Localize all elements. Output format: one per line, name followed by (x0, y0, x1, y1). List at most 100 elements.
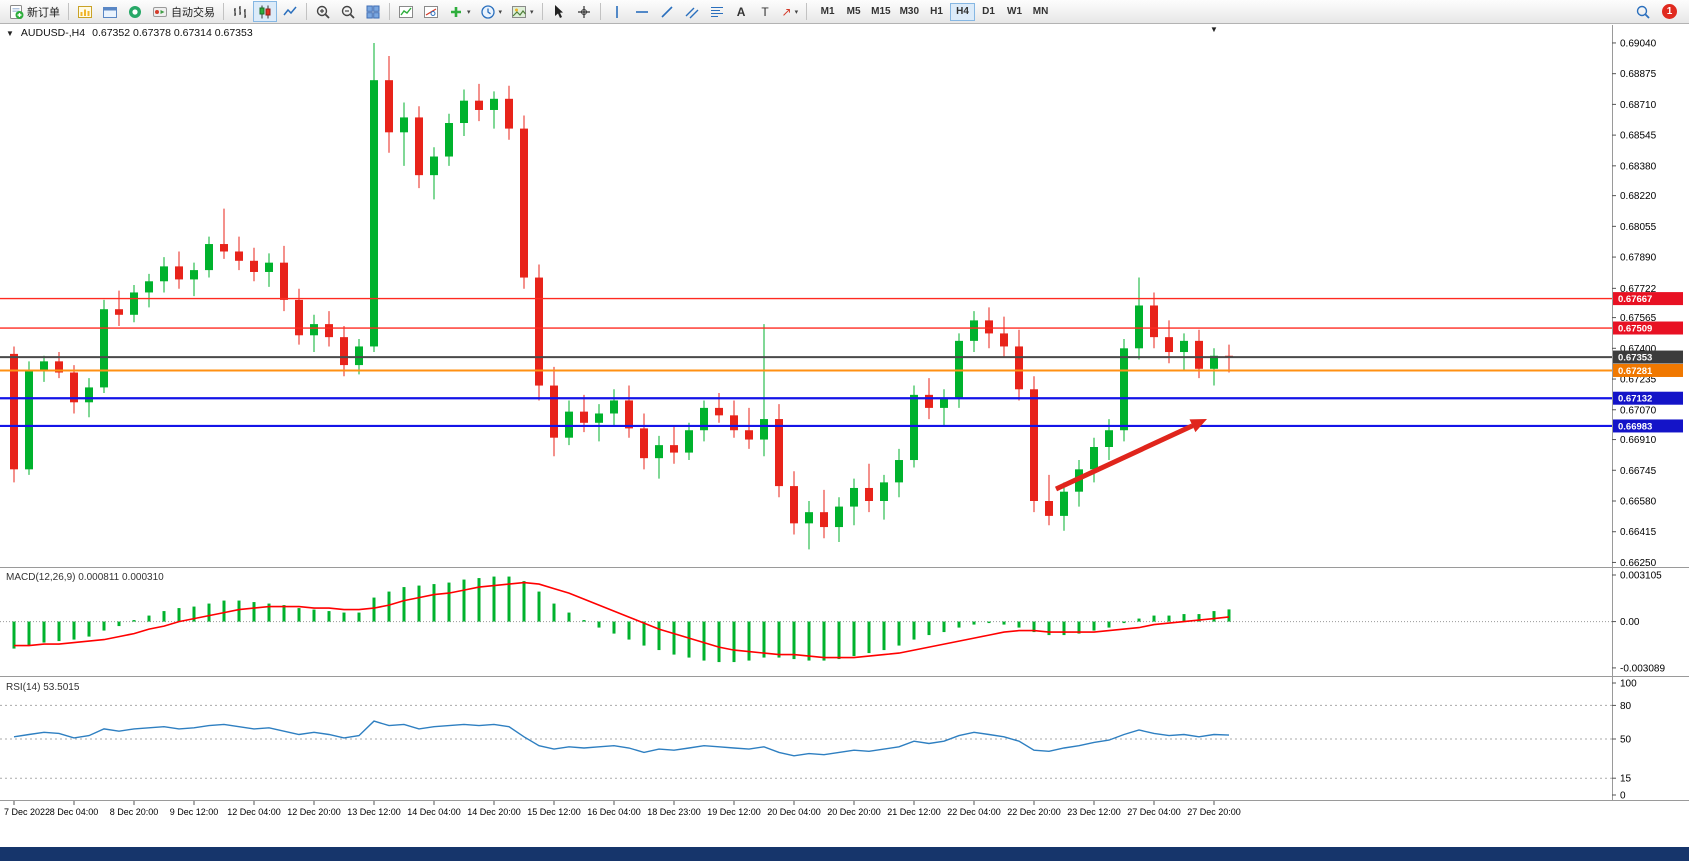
horizontal-line-icon (635, 10, 648, 13)
horizontal-line-button[interactable] (630, 1, 654, 22)
svg-text:0.68545: 0.68545 (1620, 131, 1657, 142)
svg-text:12 Dec 04:00: 12 Dec 04:00 (227, 807, 281, 817)
svg-text:0.67890: 0.67890 (1620, 253, 1657, 264)
horizontal-level-0.67281[interactable]: 0.67281 (0, 363, 1683, 377)
autotrading-label: 自动交易 (171, 6, 215, 19)
svg-text:14 Dec 04:00: 14 Dec 04:00 (407, 807, 461, 817)
timeframe-button-d1[interactable]: D1 (976, 3, 1001, 21)
horizontal-level-0.67667[interactable]: 0.67667 (0, 292, 1683, 306)
zoom-out-button[interactable] (336, 1, 360, 22)
toolbar-separator (806, 3, 808, 20)
svg-text:8 Dec 20:00: 8 Dec 20:00 (110, 807, 159, 817)
add-indicator-icon (451, 6, 461, 17)
chart-header: ▼ AUDUSD-,H4 0.67352 0.67378 0.67314 0.6… (6, 27, 253, 39)
text-tool-icon: A (736, 4, 746, 19)
svg-text:18 Dec 23:00: 18 Dec 23:00 (647, 807, 701, 817)
timeframe-button-mn[interactable]: MN (1028, 3, 1053, 21)
search-button[interactable] (1631, 1, 1655, 22)
toolbar-separator (541, 3, 543, 20)
candlestick-chart-icon (259, 5, 271, 18)
svg-text:0.66415: 0.66415 (1620, 527, 1657, 538)
svg-text:0.68220: 0.68220 (1620, 191, 1657, 202)
svg-text:20 Dec 04:00: 20 Dec 04:00 (767, 807, 821, 817)
search-icon (1636, 5, 1650, 19)
symbol-dropdown-icon[interactable]: ▼ (6, 28, 14, 38)
trendline-button[interactable] (655, 1, 679, 22)
chart-shift-marker[interactable]: ▼ (1210, 25, 1218, 34)
timeframe-button-m30[interactable]: M30 (896, 3, 923, 21)
horizontal-level-0.67509[interactable]: 0.67509 (0, 321, 1683, 335)
tile-windows-button[interactable] (361, 1, 385, 22)
new-order-icon (10, 4, 24, 19)
svg-text:0.67132: 0.67132 (1618, 394, 1652, 405)
label-tool-button[interactable]: T (754, 1, 777, 22)
templates-button[interactable]: ▾ (507, 1, 538, 22)
svg-text:19 Dec 12:00: 19 Dec 12:00 (707, 807, 761, 817)
trend-arrow[interactable] (1054, 419, 1207, 492)
symbol-period-label: AUDUSD-,H4 (20, 27, 86, 39)
toolbar-separator (599, 3, 601, 20)
svg-text:0.68875: 0.68875 (1620, 69, 1657, 80)
fibonacci-icon (710, 6, 723, 17)
svg-text:-0.003089: -0.003089 (1620, 663, 1665, 674)
new-order-button[interactable]: 新订单 (4, 1, 64, 22)
bar-chart-button[interactable] (228, 1, 252, 22)
autotrading-icon (153, 6, 167, 17)
svg-text:0.00: 0.00 (1620, 617, 1640, 628)
notification-badge[interactable]: 1 (1662, 4, 1677, 19)
tile-windows-icon (366, 5, 380, 18)
zoom-in-button[interactable] (311, 1, 335, 22)
horizontal-level-0.66983[interactable]: 0.66983 (0, 419, 1683, 433)
svg-text:8 Dec 04:00: 8 Dec 04:00 (50, 807, 99, 817)
horizontal-level-0.67132[interactable]: 0.67132 (0, 391, 1683, 405)
timeframe-button-h1[interactable]: H1 (924, 3, 949, 21)
arrows-tool-button[interactable]: ↗ ▾ (778, 1, 803, 22)
add-indicator-button[interactable]: ▾ (444, 1, 475, 22)
autotrading-button[interactable]: 自动交易 (148, 1, 219, 22)
timeframe-button-m5[interactable]: M5 (841, 3, 866, 21)
caret-down-icon: ▾ (498, 8, 503, 16)
bar-chart-icon (234, 5, 246, 18)
toolbar-separator (68, 3, 69, 20)
cursor-button[interactable] (547, 1, 571, 22)
svg-text:0.66250: 0.66250 (1620, 558, 1657, 569)
vertical-line-button[interactable] (605, 1, 629, 22)
fibonacci-button[interactable] (705, 1, 729, 22)
vertical-line-icon (615, 5, 618, 18)
svg-text:0.68710: 0.68710 (1620, 100, 1657, 111)
svg-text:0.69040: 0.69040 (1620, 38, 1657, 49)
data-window-button[interactable] (123, 1, 147, 22)
svg-text:0.67565: 0.67565 (1620, 313, 1657, 324)
label-tool-icon: T (761, 4, 769, 19)
svg-text:0.66580: 0.66580 (1620, 496, 1657, 507)
objects-list-button[interactable] (419, 1, 443, 22)
new-order-label: 新订单 (27, 6, 60, 19)
svg-text:0.67281: 0.67281 (1618, 366, 1653, 377)
text-tool-button[interactable]: A (730, 1, 753, 22)
toolbar: 新订单 自动交易 (0, 0, 1689, 24)
line-chart-button[interactable] (278, 1, 302, 22)
svg-text:15: 15 (1620, 774, 1632, 785)
profiles-button[interactable] (98, 1, 122, 22)
timeframe-button-m1[interactable]: M1 (815, 3, 840, 21)
timeframe-button-h4[interactable]: H4 (950, 2, 976, 21)
horizontal-level-0.67353[interactable]: 0.67353 (0, 350, 1683, 364)
indicators-window-icon (399, 5, 413, 18)
channel-button[interactable] (680, 1, 704, 22)
svg-text:MACD(12,26,9) 0.000811 0.00031: MACD(12,26,9) 0.000811 0.000310 (6, 572, 164, 583)
status-bar (0, 847, 1689, 861)
crosshair-button[interactable] (572, 1, 596, 22)
periods-button[interactable]: ▾ (476, 1, 507, 22)
svg-text:0.68055: 0.68055 (1620, 222, 1657, 233)
new-chart-button[interactable] (73, 1, 97, 22)
timeframe-button-m15[interactable]: M15 (867, 3, 894, 21)
candlestick-chart-button[interactable] (253, 1, 277, 22)
timeframe-button-w1[interactable]: W1 (1002, 3, 1027, 21)
svg-text:0.67509: 0.67509 (1618, 324, 1652, 335)
price-axis: 0.69040 0.68875 0.68710 0.68545 0.68380 0.682… (1612, 38, 1657, 569)
svg-text:0.003105: 0.003105 (1620, 571, 1662, 582)
time-axis: 7 Dec 2022 8 Dec 04:00 8 Dec 20:00 9 Dec 12… (4, 801, 1241, 817)
indicators-window-button[interactable] (394, 1, 418, 22)
svg-text:9 Dec 12:00: 9 Dec 12:00 (170, 807, 219, 817)
